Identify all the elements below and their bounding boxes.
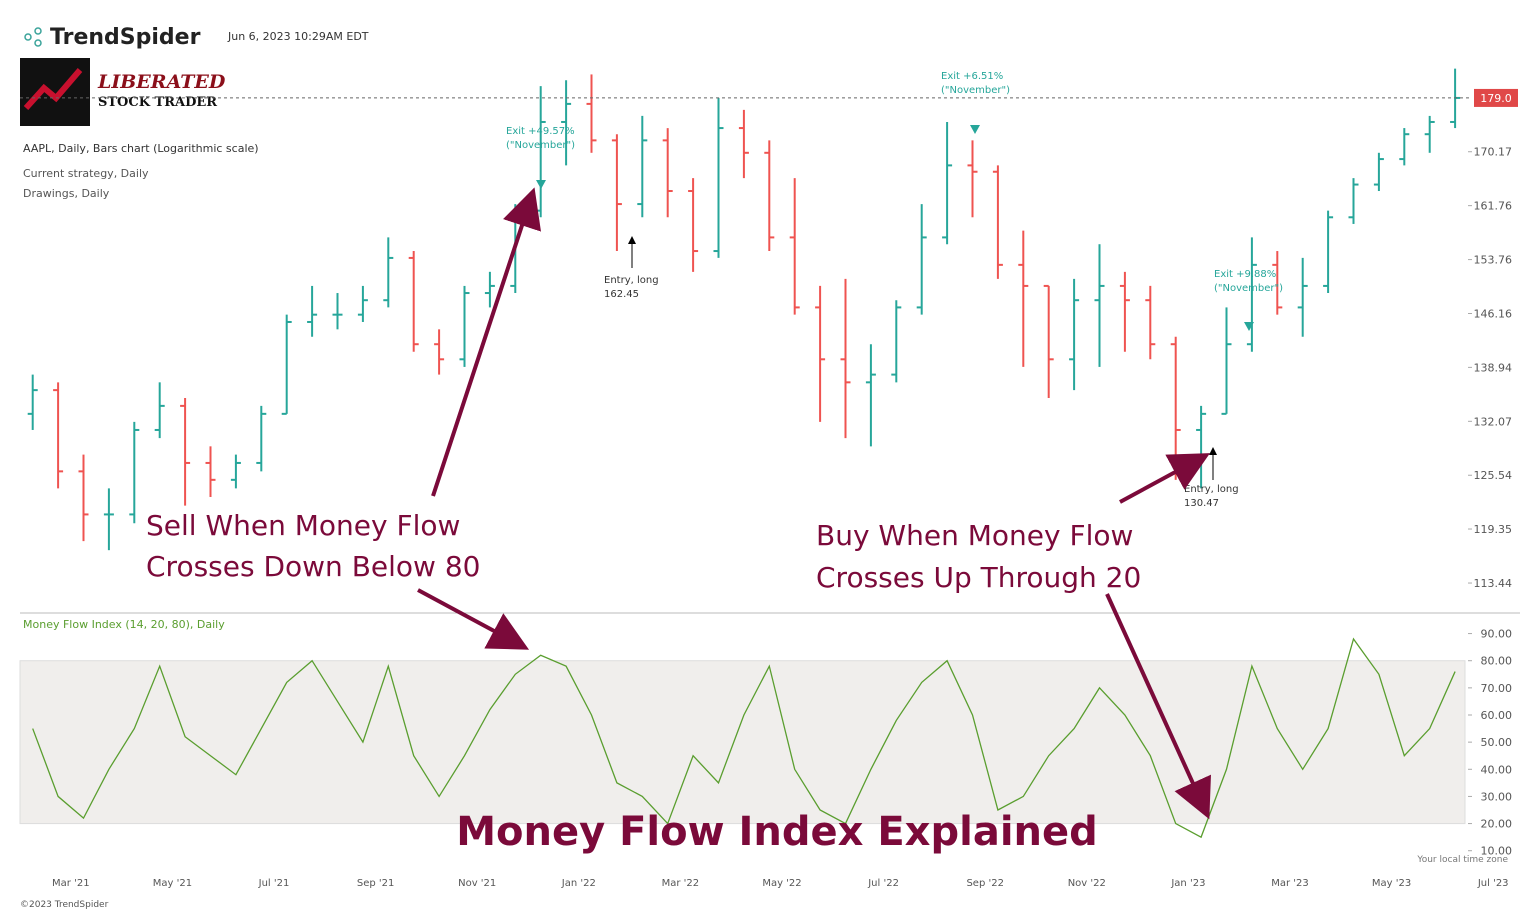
x-tick-label: May '22 bbox=[762, 878, 801, 889]
y-tick-label: 70.00 bbox=[1481, 682, 1513, 695]
y-tick-label: 30.00 bbox=[1481, 790, 1513, 803]
x-tick-label: Mar '23 bbox=[1271, 878, 1309, 889]
y-tick-label: 90.00 bbox=[1481, 628, 1513, 641]
signal-note: 130.47 bbox=[1184, 498, 1219, 509]
y-tick-label: 138.94 bbox=[1474, 361, 1513, 374]
legend-line: AAPL, Daily, Bars chart (Logarithmic sca… bbox=[23, 142, 259, 155]
y-tick-label: 40.00 bbox=[1481, 763, 1513, 776]
annotation: Crosses Down Below 80 bbox=[146, 550, 480, 583]
x-tick-label: Nov '22 bbox=[1068, 878, 1106, 889]
annotation: Crosses Up Through 20 bbox=[816, 561, 1141, 594]
x-tick-label: May '21 bbox=[153, 878, 192, 889]
x-tick-label: Jul '22 bbox=[867, 878, 899, 889]
signal-note: ("November") bbox=[1214, 283, 1283, 294]
signal-label: Exit +9.88% bbox=[1214, 269, 1276, 280]
signal-note: ("November") bbox=[506, 140, 575, 151]
y-tick-label: 146.16 bbox=[1474, 308, 1513, 321]
timezone-note: Your local time zone bbox=[1416, 855, 1508, 865]
x-tick-label: Nov '21 bbox=[458, 878, 496, 889]
indicator-title: Money Flow Index (14, 20, 80), Daily bbox=[23, 618, 225, 631]
annotation: Sell When Money Flow bbox=[146, 509, 460, 542]
y-tick-label: 50.00 bbox=[1481, 736, 1513, 749]
signal-label: Entry, long bbox=[1184, 484, 1239, 495]
last-price-label: 179.0 bbox=[1480, 92, 1512, 105]
y-tick-label: 132.07 bbox=[1474, 415, 1513, 428]
y-tick-label: 170.17 bbox=[1474, 146, 1513, 159]
y-tick-label: 113.44 bbox=[1474, 577, 1513, 590]
x-tick-label: Sep '21 bbox=[357, 878, 395, 889]
y-tick-label: 161.76 bbox=[1474, 200, 1513, 213]
signal-note: ("November") bbox=[941, 85, 1010, 96]
logo-top: LIBERATED bbox=[97, 71, 226, 93]
x-tick-label: Mar '21 bbox=[52, 878, 90, 889]
mfi-line bbox=[32, 637, 1456, 839]
x-tick-label: Mar '22 bbox=[662, 878, 700, 889]
signal-label: Entry, long bbox=[604, 275, 659, 286]
x-tick-label: Jul '23 bbox=[1477, 878, 1509, 889]
y-tick-label: 60.00 bbox=[1481, 709, 1513, 722]
signal-label: Exit +49.57% bbox=[506, 126, 575, 137]
x-tick-label: Jan '22 bbox=[561, 878, 596, 889]
plot-area: 113.44 119.35 125.54 132.07 138.94 146.16 153.… bbox=[19, 68, 1518, 889]
x-tick-label: May '23 bbox=[1372, 878, 1411, 889]
x-tick-label: Sep '22 bbox=[966, 878, 1004, 889]
y-tick-label: 125.54 bbox=[1474, 469, 1513, 482]
x-tick-label: Jul '21 bbox=[258, 878, 290, 889]
annotation-arrows bbox=[417, 187, 1211, 820]
signal-note: 162.45 bbox=[604, 289, 639, 300]
last-price-tag bbox=[1474, 88, 1518, 107]
brand: TrendSpider bbox=[50, 25, 201, 50]
legend-line: Current strategy, Daily bbox=[23, 167, 149, 180]
y-tick-label: 10.00 bbox=[1481, 845, 1513, 858]
brand-logo bbox=[24, 27, 42, 47]
logo-bottom: STOCK TRADER bbox=[98, 95, 217, 110]
page-title: Money Flow Index Explained bbox=[456, 809, 1098, 855]
legend-line: Drawings, Daily bbox=[23, 187, 110, 200]
annotation: Buy When Money Flow bbox=[816, 519, 1133, 552]
x-tick-label: Jan '23 bbox=[1170, 878, 1205, 889]
signal-markers bbox=[536, 125, 1254, 480]
y-tick-label: 20.00 bbox=[1481, 818, 1513, 831]
y-tick-label: 153.76 bbox=[1474, 254, 1513, 267]
y-tick-label: 119.35 bbox=[1474, 523, 1513, 536]
band bbox=[19, 660, 1466, 825]
copyright: ©2023 TrendSpider bbox=[20, 900, 109, 910]
signal-label: Exit +6.51% bbox=[941, 71, 1003, 82]
logo-box bbox=[20, 58, 90, 126]
y-tick-label: 80.00 bbox=[1481, 655, 1513, 668]
timestamp: Jun 6, 2023 10:29AM EDT bbox=[227, 30, 369, 43]
